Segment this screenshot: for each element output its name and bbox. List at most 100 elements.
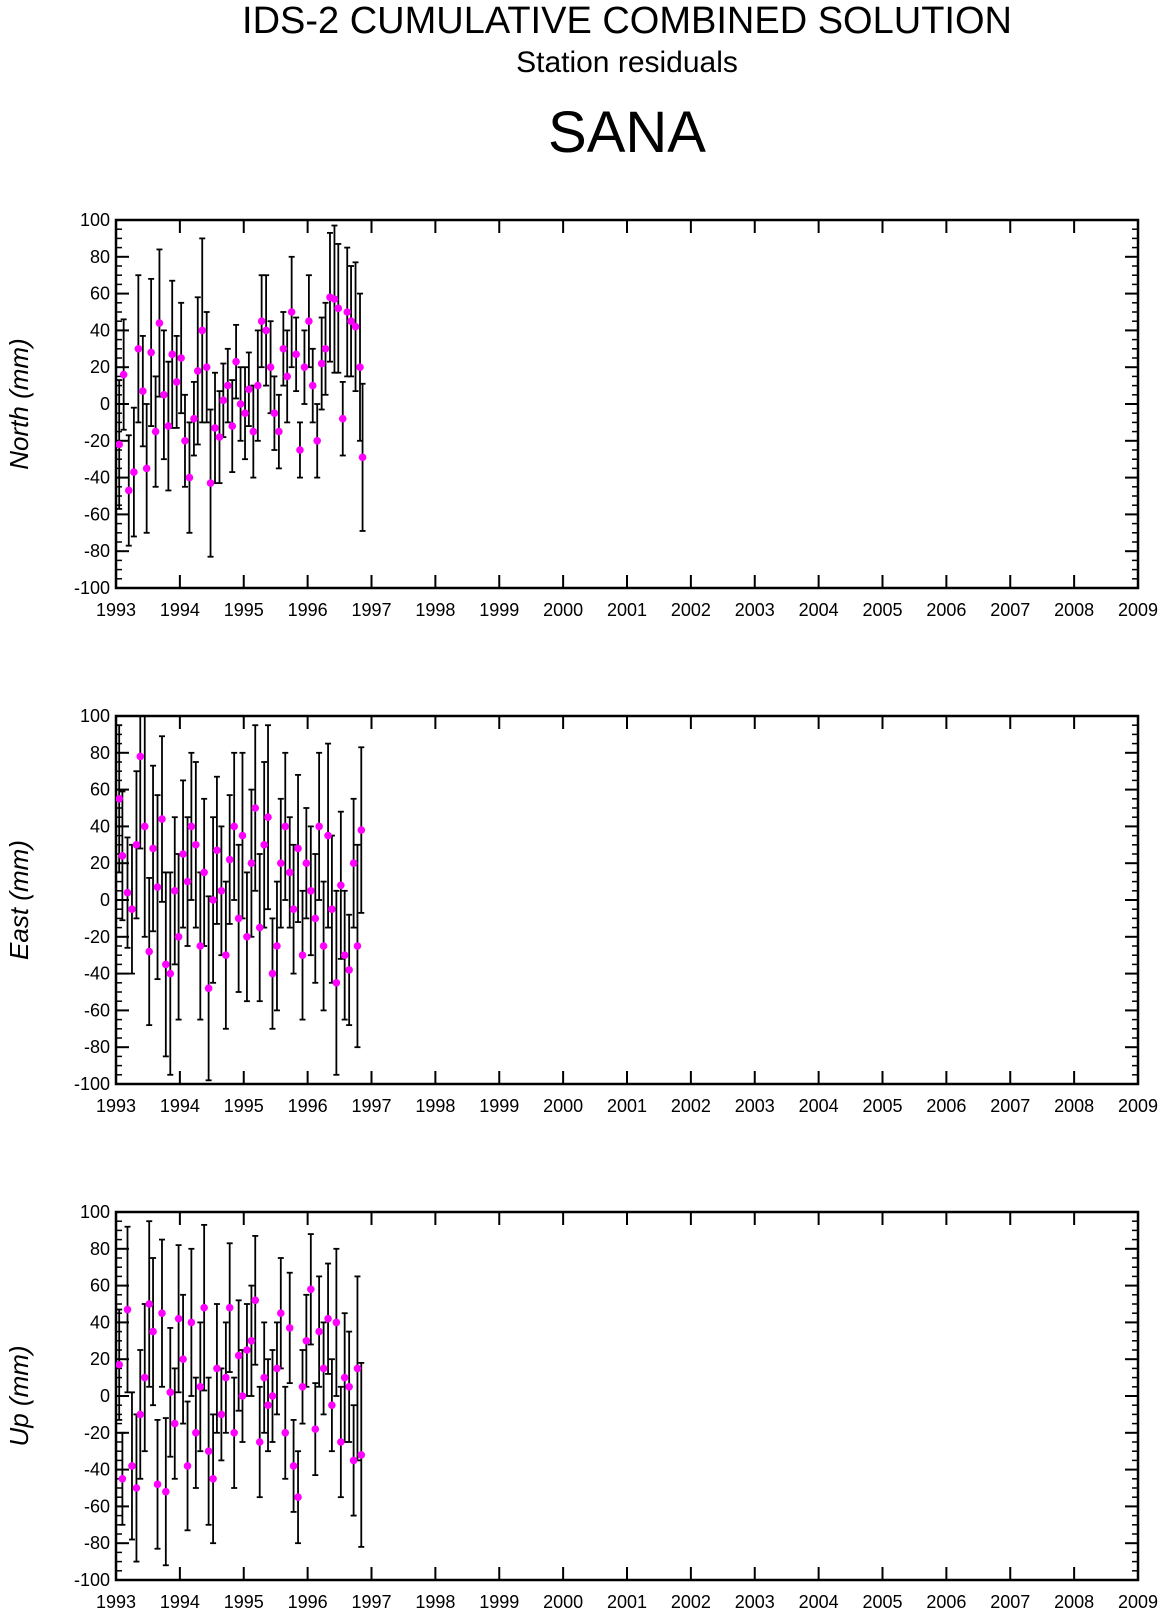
east-x-tick-label: 2001 [607, 1096, 647, 1116]
north-x-tick-label: 1997 [351, 600, 391, 620]
north-data-point [249, 427, 258, 436]
east-data-point [200, 868, 208, 877]
north-data-point [275, 427, 283, 436]
up-x-tick-label: 2000 [543, 1592, 583, 1612]
east-x-tick-label: 2007 [990, 1096, 1030, 1116]
east-data-point [243, 933, 251, 941]
north-data-point [356, 363, 364, 372]
north-data-point [317, 359, 326, 368]
up-data-point [118, 1475, 127, 1483]
north-data-point [334, 304, 343, 313]
north-data-point [338, 414, 347, 423]
up-data-point [340, 1373, 349, 1382]
north-data-point [351, 322, 360, 331]
east-data-point [260, 841, 268, 849]
north-y-tick-label: 80 [90, 247, 110, 267]
north-y-axis-label: North (mm) [4, 338, 34, 469]
north-data-point [245, 385, 253, 394]
up-data-point [196, 1383, 205, 1391]
north-data-point [160, 391, 168, 399]
east-data-point [192, 841, 200, 849]
north-x-tick-label: 2006 [926, 600, 966, 620]
up-x-tick-label: 2006 [926, 1592, 966, 1612]
up-data-point [238, 1392, 247, 1400]
up-x-tick-label: 1994 [160, 1592, 200, 1612]
north-x-tick-label: 1993 [96, 600, 136, 620]
north-data-point [330, 295, 339, 303]
up-data-point [332, 1318, 341, 1327]
north-data-point [228, 422, 237, 430]
east-data-point [247, 859, 256, 867]
east-x-tick-label: 1999 [479, 1096, 519, 1116]
north-x-tick-label: 2004 [799, 600, 839, 620]
east-data-point [225, 855, 234, 864]
north-data-point [155, 319, 164, 327]
east-x-tick-label: 2005 [862, 1096, 902, 1116]
up-x-tick-label: 2008 [1054, 1592, 1094, 1612]
north-data-point [142, 464, 151, 473]
east-data-point [204, 984, 213, 993]
east-data-point [319, 942, 328, 950]
up-data-point [209, 1475, 217, 1483]
north-y-tick-label: 40 [90, 320, 110, 340]
north-data-point [262, 326, 270, 335]
up-data-point [140, 1373, 149, 1382]
up-y-tick-label: 40 [90, 1312, 110, 1332]
up-data-point [294, 1493, 302, 1501]
north-data-point [181, 437, 189, 445]
east-x-tick-label: 1995 [224, 1096, 264, 1116]
east-data-point [179, 850, 187, 858]
east-data-point [289, 905, 298, 913]
east-y-tick-label: 20 [90, 853, 110, 873]
east-data-point [345, 966, 353, 974]
panel-up: 1993 1994 1995 1996 1997 1998 1999 2000 2001 2002… [4, 1202, 1158, 1612]
up-data-point [213, 1364, 221, 1373]
east-x-tick-label: 2000 [543, 1096, 583, 1116]
north-data-point [287, 308, 296, 316]
up-y-tick-label: 80 [90, 1239, 110, 1259]
east-data-point [332, 979, 341, 987]
east-x-tick-label: 1998 [415, 1096, 455, 1116]
east-plot-frame [114, 714, 1140, 1086]
east-x-tick-label: 2006 [926, 1096, 966, 1116]
north-data-point [206, 479, 215, 487]
north-x-tick-label: 1998 [415, 600, 455, 620]
east-data-point [276, 859, 285, 867]
north-data-point [254, 381, 262, 390]
east-x-tick-label: 2009 [1118, 1096, 1158, 1116]
up-data-point [281, 1429, 290, 1437]
east-y-tick-label: 100 [80, 706, 110, 726]
up-data-point [328, 1401, 336, 1409]
east-data-point [174, 933, 183, 941]
east-x-tick-label: 2004 [799, 1096, 839, 1116]
north-x-tick-label: 2003 [735, 600, 775, 620]
up-data-point [345, 1383, 353, 1391]
up-x-tick-label: 1999 [479, 1592, 519, 1612]
east-y-tick-label: -20 [84, 927, 110, 947]
east-data-point [196, 942, 205, 950]
up-data-point [251, 1296, 260, 1305]
north-data-point [270, 409, 279, 418]
east-y-tick-label: -100 [74, 1074, 110, 1094]
east-data-point [118, 852, 127, 860]
up-x-tick-label: 2007 [990, 1592, 1030, 1612]
east-data-point [158, 815, 166, 823]
up-x-tick-label: 1995 [224, 1592, 264, 1612]
east-data-point [116, 795, 123, 803]
east-data-point [268, 969, 277, 978]
north-x-tick-label: 2005 [862, 600, 902, 620]
north-data-point [215, 433, 224, 441]
east-data-point [132, 841, 141, 849]
up-data-point [307, 1285, 315, 1294]
up-data-point [136, 1410, 145, 1419]
up-data-point [200, 1303, 208, 1312]
north-data-point [266, 363, 275, 372]
up-data-point [222, 1373, 230, 1382]
up-data-point [225, 1303, 234, 1312]
east-data-point [222, 951, 230, 959]
east-data-point [149, 844, 157, 853]
north-data-point [347, 317, 355, 326]
up-x-tick-label: 1993 [96, 1592, 136, 1612]
north-data-point [308, 381, 317, 390]
